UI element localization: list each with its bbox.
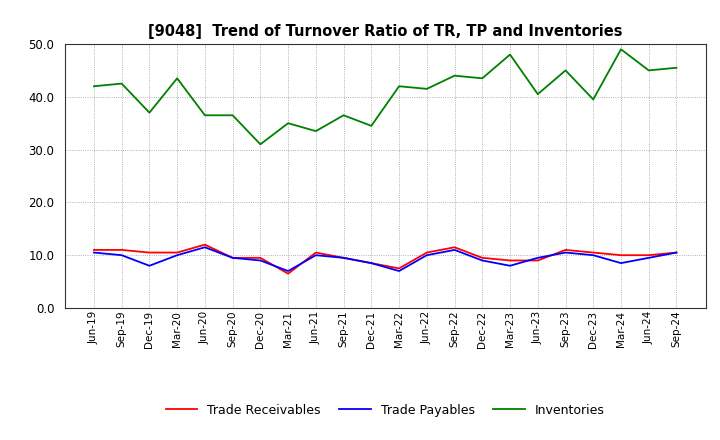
- Trade Receivables: [312, 250, 320, 255]
- Line: Trade Receivables: Trade Receivables: [94, 245, 677, 274]
- Inventories: [672, 65, 681, 70]
- Title: [9048]  Trend of Turnover Ratio of TR, TP and Inventories: [9048] Trend of Turnover Ratio of TR, TP…: [148, 24, 623, 39]
- Trade Payables: [672, 250, 681, 255]
- Inventories: [117, 81, 126, 86]
- Inventories: [256, 142, 265, 147]
- Trade Payables: [644, 255, 653, 260]
- Trade Receivables: [339, 255, 348, 260]
- Trade Receivables: [145, 250, 154, 255]
- Trade Payables: [505, 263, 514, 268]
- Trade Payables: [478, 258, 487, 263]
- Trade Receivables: [423, 250, 431, 255]
- Trade Receivables: [478, 255, 487, 260]
- Trade Receivables: [395, 266, 403, 271]
- Trade Payables: [367, 260, 376, 266]
- Trade Payables: [228, 255, 237, 260]
- Inventories: [644, 68, 653, 73]
- Trade Receivables: [616, 253, 625, 258]
- Inventories: [561, 68, 570, 73]
- Trade Payables: [534, 255, 542, 260]
- Trade Payables: [256, 258, 265, 263]
- Trade Receivables: [228, 255, 237, 260]
- Inventories: [145, 110, 154, 115]
- Inventories: [423, 86, 431, 92]
- Trade Receivables: [256, 255, 265, 260]
- Inventories: [589, 97, 598, 102]
- Legend: Trade Receivables, Trade Payables, Inventories: Trade Receivables, Trade Payables, Inven…: [161, 399, 610, 422]
- Trade Payables: [395, 268, 403, 274]
- Trade Receivables: [672, 250, 681, 255]
- Trade Payables: [284, 268, 292, 274]
- Trade Payables: [339, 255, 348, 260]
- Trade Receivables: [367, 260, 376, 266]
- Trade Receivables: [89, 247, 98, 253]
- Line: Inventories: Inventories: [94, 49, 677, 144]
- Inventories: [312, 128, 320, 134]
- Trade Receivables: [284, 271, 292, 276]
- Inventories: [616, 47, 625, 52]
- Inventories: [478, 76, 487, 81]
- Inventories: [201, 113, 210, 118]
- Trade Payables: [423, 253, 431, 258]
- Trade Receivables: [644, 253, 653, 258]
- Trade Payables: [173, 253, 181, 258]
- Inventories: [367, 123, 376, 128]
- Trade Payables: [450, 247, 459, 253]
- Trade Receivables: [505, 258, 514, 263]
- Inventories: [505, 52, 514, 57]
- Trade Payables: [89, 250, 98, 255]
- Trade Receivables: [201, 242, 210, 247]
- Trade Payables: [201, 245, 210, 250]
- Inventories: [228, 113, 237, 118]
- Trade Payables: [561, 250, 570, 255]
- Inventories: [173, 76, 181, 81]
- Inventories: [89, 84, 98, 89]
- Trade Receivables: [450, 245, 459, 250]
- Trade Receivables: [561, 247, 570, 253]
- Inventories: [395, 84, 403, 89]
- Trade Payables: [145, 263, 154, 268]
- Inventories: [450, 73, 459, 78]
- Trade Receivables: [534, 258, 542, 263]
- Trade Payables: [589, 253, 598, 258]
- Inventories: [284, 121, 292, 126]
- Trade Payables: [117, 253, 126, 258]
- Trade Payables: [616, 260, 625, 266]
- Trade Payables: [312, 253, 320, 258]
- Inventories: [534, 92, 542, 97]
- Trade Receivables: [117, 247, 126, 253]
- Trade Receivables: [589, 250, 598, 255]
- Line: Trade Payables: Trade Payables: [94, 247, 677, 271]
- Inventories: [339, 113, 348, 118]
- Trade Receivables: [173, 250, 181, 255]
